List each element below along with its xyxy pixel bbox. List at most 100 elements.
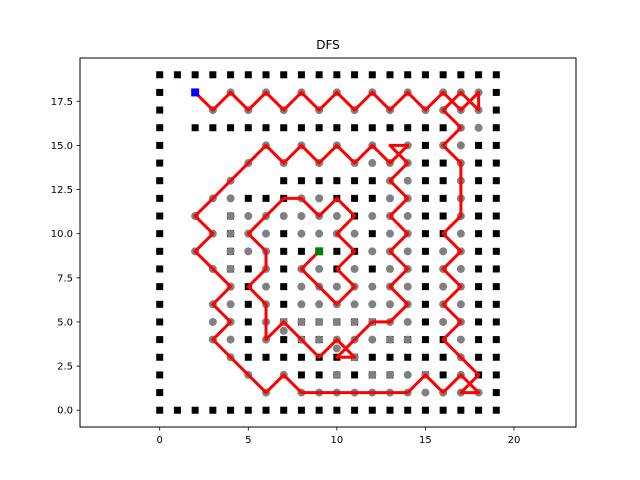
wall-marker (492, 141, 500, 149)
visited-marker (368, 282, 377, 291)
visited-marker (332, 317, 341, 326)
visited-marker (226, 300, 235, 309)
x-axis: 0 5 10 15 20 (157, 427, 520, 446)
wall-marker (492, 300, 500, 308)
visited-marker (456, 141, 465, 150)
y-tick-label: 17.5 (51, 97, 73, 108)
wall-marker (191, 124, 199, 132)
visited-marker (332, 212, 341, 221)
visited-marker (297, 300, 306, 309)
wall-marker (421, 159, 429, 167)
wall-marker (439, 159, 447, 167)
wall-marker (492, 106, 500, 114)
visited-marker (403, 282, 412, 291)
wall-marker (280, 336, 288, 344)
visited-marker (439, 282, 448, 291)
visited-marker (350, 229, 359, 238)
wall-marker (421, 177, 429, 185)
path-layer (193, 90, 481, 395)
wall-marker (421, 353, 429, 361)
wall-marker (492, 230, 500, 238)
visited-marker (297, 282, 306, 291)
wall-marker (368, 71, 376, 79)
visited-marker (368, 300, 377, 309)
wall-marker (404, 124, 412, 132)
wall-marker (280, 71, 288, 79)
wall-marker (333, 247, 341, 255)
visited-marker (439, 247, 448, 256)
wall-marker (492, 336, 500, 344)
wall-marker (280, 247, 288, 255)
wall-marker (156, 265, 164, 273)
wall-marker (280, 124, 288, 132)
wall-marker (173, 71, 181, 79)
wall-marker (421, 230, 429, 238)
wall-marker (244, 353, 252, 361)
wall-marker (244, 300, 252, 308)
wall-marker (315, 71, 323, 79)
wall-marker (297, 124, 305, 132)
wall-marker (475, 300, 483, 308)
wall-marker (475, 141, 483, 149)
wall-marker (386, 406, 394, 414)
wall-marker (421, 336, 429, 344)
x-tick-label: 0 (157, 435, 163, 446)
plot-frame (79, 57, 577, 428)
wall-marker (368, 194, 376, 202)
x-tick-label: 5 (245, 435, 251, 446)
wall-marker (386, 124, 394, 132)
wall-marker (492, 371, 500, 379)
visited-marker (315, 335, 324, 344)
visited-marker (244, 212, 253, 221)
wall-marker (262, 124, 270, 132)
wall-marker (457, 406, 465, 414)
wall-marker (333, 71, 341, 79)
wall-marker (156, 353, 164, 361)
visited-marker (368, 159, 377, 168)
wall-marker (262, 353, 270, 361)
plot-area (80, 58, 576, 427)
visited-marker (244, 247, 253, 256)
visited-marker (226, 335, 235, 344)
path-line (193, 90, 481, 395)
wall-marker (475, 71, 483, 79)
wall-marker (421, 406, 429, 414)
wall-marker (492, 88, 500, 96)
wall-marker (280, 353, 288, 361)
visited-marker (279, 212, 288, 221)
y-tick-label: 15.0 (51, 141, 73, 152)
y-tick-label: 0.0 (57, 406, 73, 417)
wall-marker (475, 212, 483, 220)
visited-marker (403, 317, 412, 326)
wall-marker (421, 247, 429, 255)
wall-marker (227, 71, 235, 79)
wall-marker (156, 88, 164, 96)
wall-marker (368, 265, 376, 273)
visited-marker (474, 123, 483, 132)
wall-marker (156, 124, 164, 132)
wall-marker (333, 177, 341, 185)
visited-marker (315, 229, 324, 238)
wall-marker (156, 141, 164, 149)
wall-marker (244, 71, 252, 79)
wall-marker (315, 406, 323, 414)
wall-marker (475, 230, 483, 238)
wall-marker (351, 371, 359, 379)
wall-marker (191, 71, 199, 79)
wall-marker (227, 406, 235, 414)
wall-marker (156, 106, 164, 114)
wall-marker (492, 406, 500, 414)
wall-marker (191, 406, 199, 414)
wall-marker (156, 371, 164, 379)
wall-marker (492, 265, 500, 273)
wall-marker (351, 177, 359, 185)
visited-marker (315, 194, 324, 203)
wall-marker (421, 265, 429, 273)
visited-marker (456, 264, 465, 273)
visited-marker (439, 317, 448, 326)
wall-marker (475, 406, 483, 414)
visited-marker (386, 229, 394, 238)
visited-marker (421, 388, 430, 397)
wall-marker (439, 371, 447, 379)
